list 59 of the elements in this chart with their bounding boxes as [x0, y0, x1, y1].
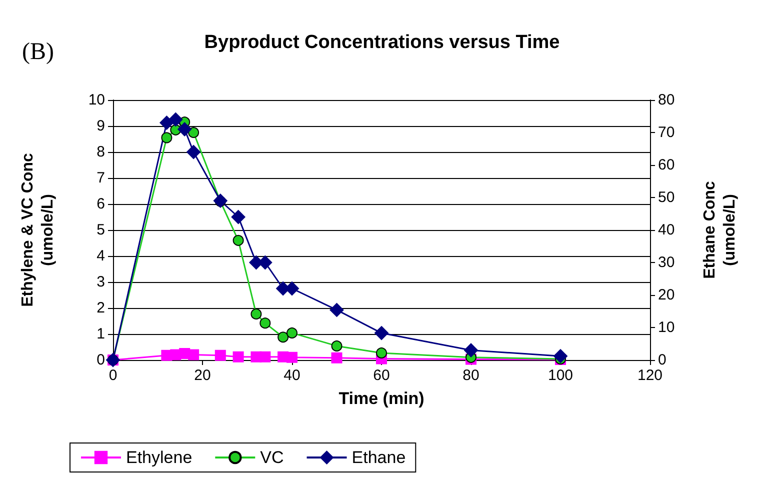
point — [278, 332, 289, 343]
y-tick-label: 8 — [96, 144, 105, 160]
y2-tick-label: 30 — [658, 254, 675, 271]
point — [286, 327, 298, 338]
y-tick-label: 0 — [96, 352, 105, 368]
legend-label: Ethylene — [126, 448, 192, 467]
point — [168, 112, 183, 126]
legend-label: Ethane — [352, 448, 406, 467]
point — [188, 349, 200, 360]
y2-tick-label: 50 — [658, 189, 675, 206]
point — [250, 308, 262, 320]
x-tick-label: 80 — [462, 367, 480, 384]
point — [188, 127, 200, 138]
x-tick-label: 20 — [194, 367, 211, 384]
point — [376, 347, 387, 358]
y-tick-label: 6 — [96, 196, 105, 212]
point — [464, 343, 478, 358]
x-tick-label: 40 — [284, 367, 300, 384]
point — [214, 350, 226, 361]
point — [186, 145, 201, 159]
y-tick-label: 7 — [96, 170, 105, 186]
point — [232, 234, 244, 246]
legend-label: VC — [260, 448, 284, 467]
point — [161, 132, 172, 144]
x-tick-label: 0 — [108, 367, 118, 384]
point — [178, 122, 192, 136]
x-axis-title: Time (min) — [338, 389, 424, 408]
y2-tick-label: 70 — [658, 124, 675, 141]
y2-tick-label: 60 — [658, 156, 675, 174]
y-tick-label: 10 — [88, 92, 105, 108]
point — [330, 302, 344, 317]
chart-title: Byproduct Concentrations versus Time — [204, 32, 560, 53]
x-tick-label: 60 — [373, 367, 390, 384]
y2-tick-label: 80 — [658, 92, 675, 108]
y-tick-label: 2 — [96, 300, 105, 316]
point — [260, 318, 271, 329]
x-tick-label: 120 — [637, 367, 663, 384]
y-tick-label: 1 — [96, 326, 105, 342]
point — [231, 210, 246, 224]
y-tick-label: 4 — [96, 248, 105, 264]
y-tick-label: 3 — [96, 274, 105, 290]
y-axis-title: Ethylene & VC Conc (umole/L) — [20, 153, 56, 307]
point — [374, 326, 388, 340]
y-tick-label: 5 — [96, 222, 105, 238]
point — [160, 116, 174, 130]
point — [286, 352, 298, 363]
y2-tick-label: 0 — [658, 352, 666, 368]
point — [331, 340, 342, 352]
point — [554, 349, 568, 364]
text: (B) — [22, 39, 54, 65]
point — [260, 351, 271, 362]
point — [232, 351, 244, 362]
y2-tick-label: 10 — [658, 319, 675, 336]
point — [331, 352, 342, 364]
y-tick-label: 9 — [96, 118, 105, 134]
y2-tick-label: 20 — [658, 286, 675, 304]
y2-axis-title: Ethane Conc (umole/L) — [702, 181, 738, 279]
x-tick-label: 100 — [548, 367, 574, 384]
y2-tick-label: 40 — [658, 222, 675, 238]
